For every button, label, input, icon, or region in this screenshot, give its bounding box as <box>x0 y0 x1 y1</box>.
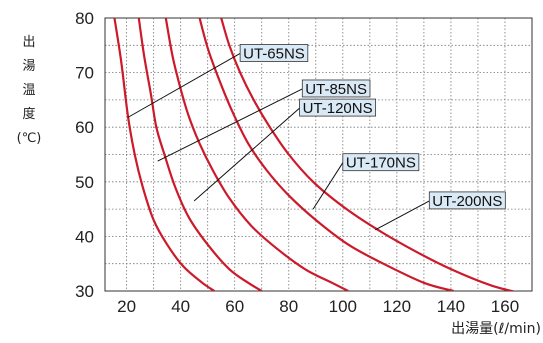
series-line <box>220 18 517 291</box>
series-line <box>198 18 454 291</box>
leader-lines <box>127 53 430 231</box>
y-tick-label: 40 <box>75 227 94 246</box>
plot-frame <box>104 17 533 292</box>
y-axis-label-char: 出 <box>22 35 35 50</box>
series-label-text: UT-85NS <box>305 81 367 98</box>
y-tick-label: 80 <box>75 9 94 28</box>
y-axis-label-char: 温 <box>22 83 35 98</box>
x-tick-label: 140 <box>437 297 465 316</box>
series-layer <box>113 18 517 291</box>
y-tick-label: 50 <box>75 173 94 192</box>
x-tick-label: 160 <box>491 297 519 316</box>
series-label-box <box>239 44 309 62</box>
series-label: UT-120NS <box>299 98 377 117</box>
x-tick-labels: 20 40 60 80 100 120 140 160 <box>117 297 519 316</box>
y-axis-label-char: 湯 <box>22 59 35 74</box>
series-label: UT-200NS <box>428 191 506 210</box>
series-line <box>164 18 349 291</box>
x-axis-label: 出湯量(ℓ/min) <box>451 320 541 337</box>
series-label-text: UT-120NS <box>303 100 373 117</box>
x-tick-label: 100 <box>329 297 357 316</box>
series-label-box <box>301 79 371 98</box>
series-label-box <box>428 191 506 210</box>
leader-line <box>193 107 300 202</box>
x-tick-label: 120 <box>383 297 411 316</box>
y-tick-label: 70 <box>75 64 94 83</box>
series-label: UT-65NS <box>239 44 309 62</box>
leader-line <box>375 200 430 231</box>
series-label: UT-170NS <box>342 153 420 172</box>
x-tick-label: 40 <box>171 297 190 316</box>
series-label-box <box>342 153 420 172</box>
leader-line <box>127 53 241 118</box>
y-tick-label: 60 <box>75 118 94 137</box>
y-axis-label-char: (℃) <box>17 131 42 146</box>
series-label-text: UT-170NS <box>346 155 416 172</box>
y-tick-labels: 30 40 50 60 70 80 <box>75 9 94 301</box>
series-label-box <box>299 98 377 117</box>
y-axis-label-char: 度 <box>22 106 35 122</box>
series-label-text: UT-65NS <box>243 45 305 62</box>
series-labels: UT-65NS UT-85NS UT-120NS UT-170NS UT-200NS <box>239 44 506 210</box>
series-line <box>137 18 263 291</box>
x-tick-label: 60 <box>225 297 244 316</box>
grid <box>105 18 532 291</box>
leader-line <box>157 88 303 162</box>
series-line <box>113 18 216 291</box>
x-tick-label: 80 <box>279 297 298 316</box>
leader-line <box>312 162 344 210</box>
series-label: UT-85NS <box>301 79 371 98</box>
x-tick-label: 20 <box>117 297 136 316</box>
y-tick-label: 30 <box>75 282 94 301</box>
series-label-text: UT-200NS <box>432 193 502 210</box>
